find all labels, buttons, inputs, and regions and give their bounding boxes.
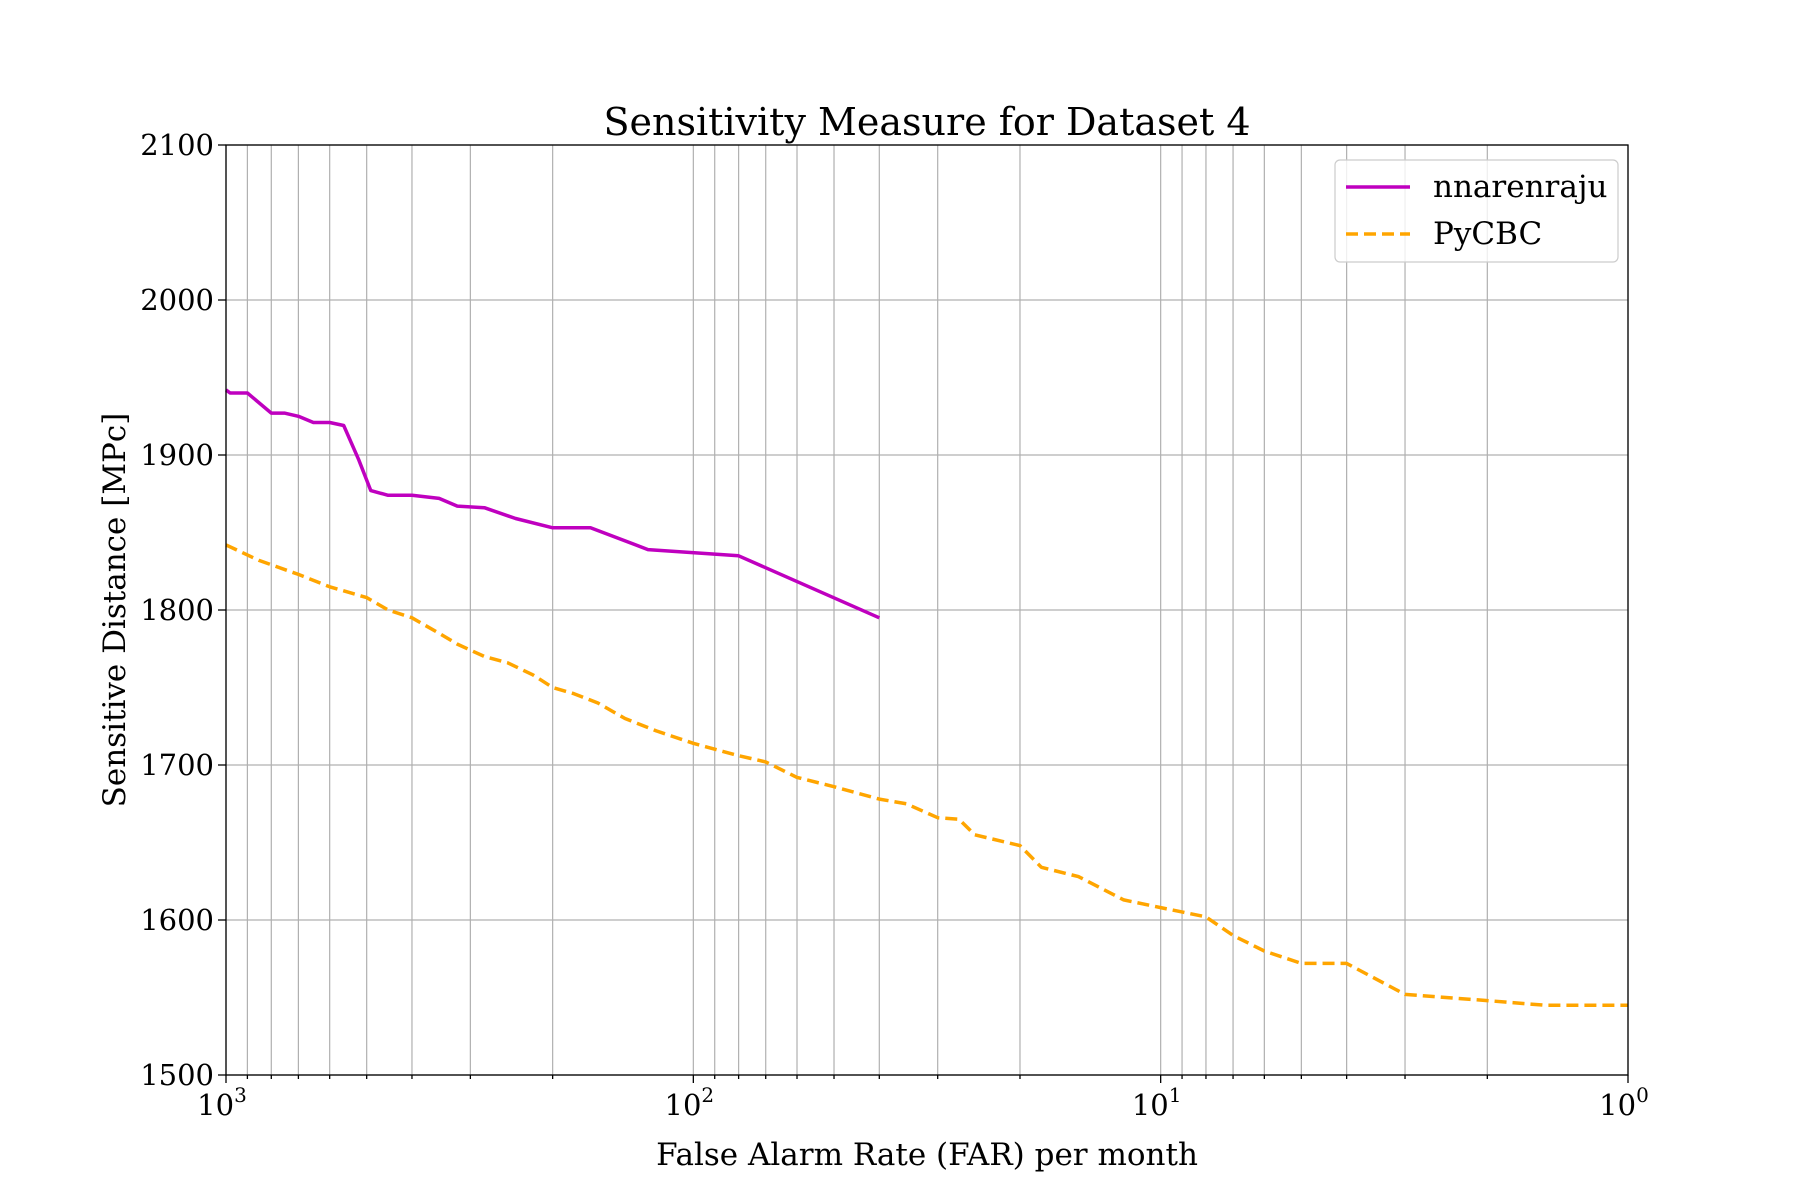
y-tick-label: 2000: [140, 283, 214, 317]
series-line-pycbc: [225, 543, 1628, 1008]
chart-title: Sensitivity Measure for Dataset 4: [603, 100, 1250, 144]
y-tick-label: 1700: [140, 748, 214, 782]
axis-ticks: 1500 1600 1700 1800 1900 2000 2100 103 102 101 100: [140, 128, 1649, 1122]
legend-label-nnarenraju: nnarenraju: [1433, 169, 1607, 205]
y-tick-label: 1600: [140, 903, 214, 937]
legend-label-pycbc: PyCBC: [1433, 216, 1542, 252]
x-tick-label: 103: [197, 1083, 247, 1122]
x-tick-label: 100: [1599, 1083, 1649, 1122]
series-line-nnarenraju: [224, 388, 881, 620]
legend: nnarenraju PyCBC: [1334, 159, 1619, 263]
plot-series: [224, 388, 1628, 1008]
y-tick-label: 1800: [140, 593, 214, 627]
x-tick-label: 102: [665, 1083, 715, 1122]
y-axis-label: Sensitive Distance [MPc]: [97, 413, 133, 808]
x-axis-label: False Alarm Rate (FAR) per month: [656, 1137, 1198, 1173]
y-tick-label: 1900: [140, 438, 214, 472]
y-tick-label: 2100: [140, 128, 214, 162]
x-tick-label: 101: [1132, 1083, 1182, 1122]
y-tick-label: 1500: [140, 1058, 214, 1092]
